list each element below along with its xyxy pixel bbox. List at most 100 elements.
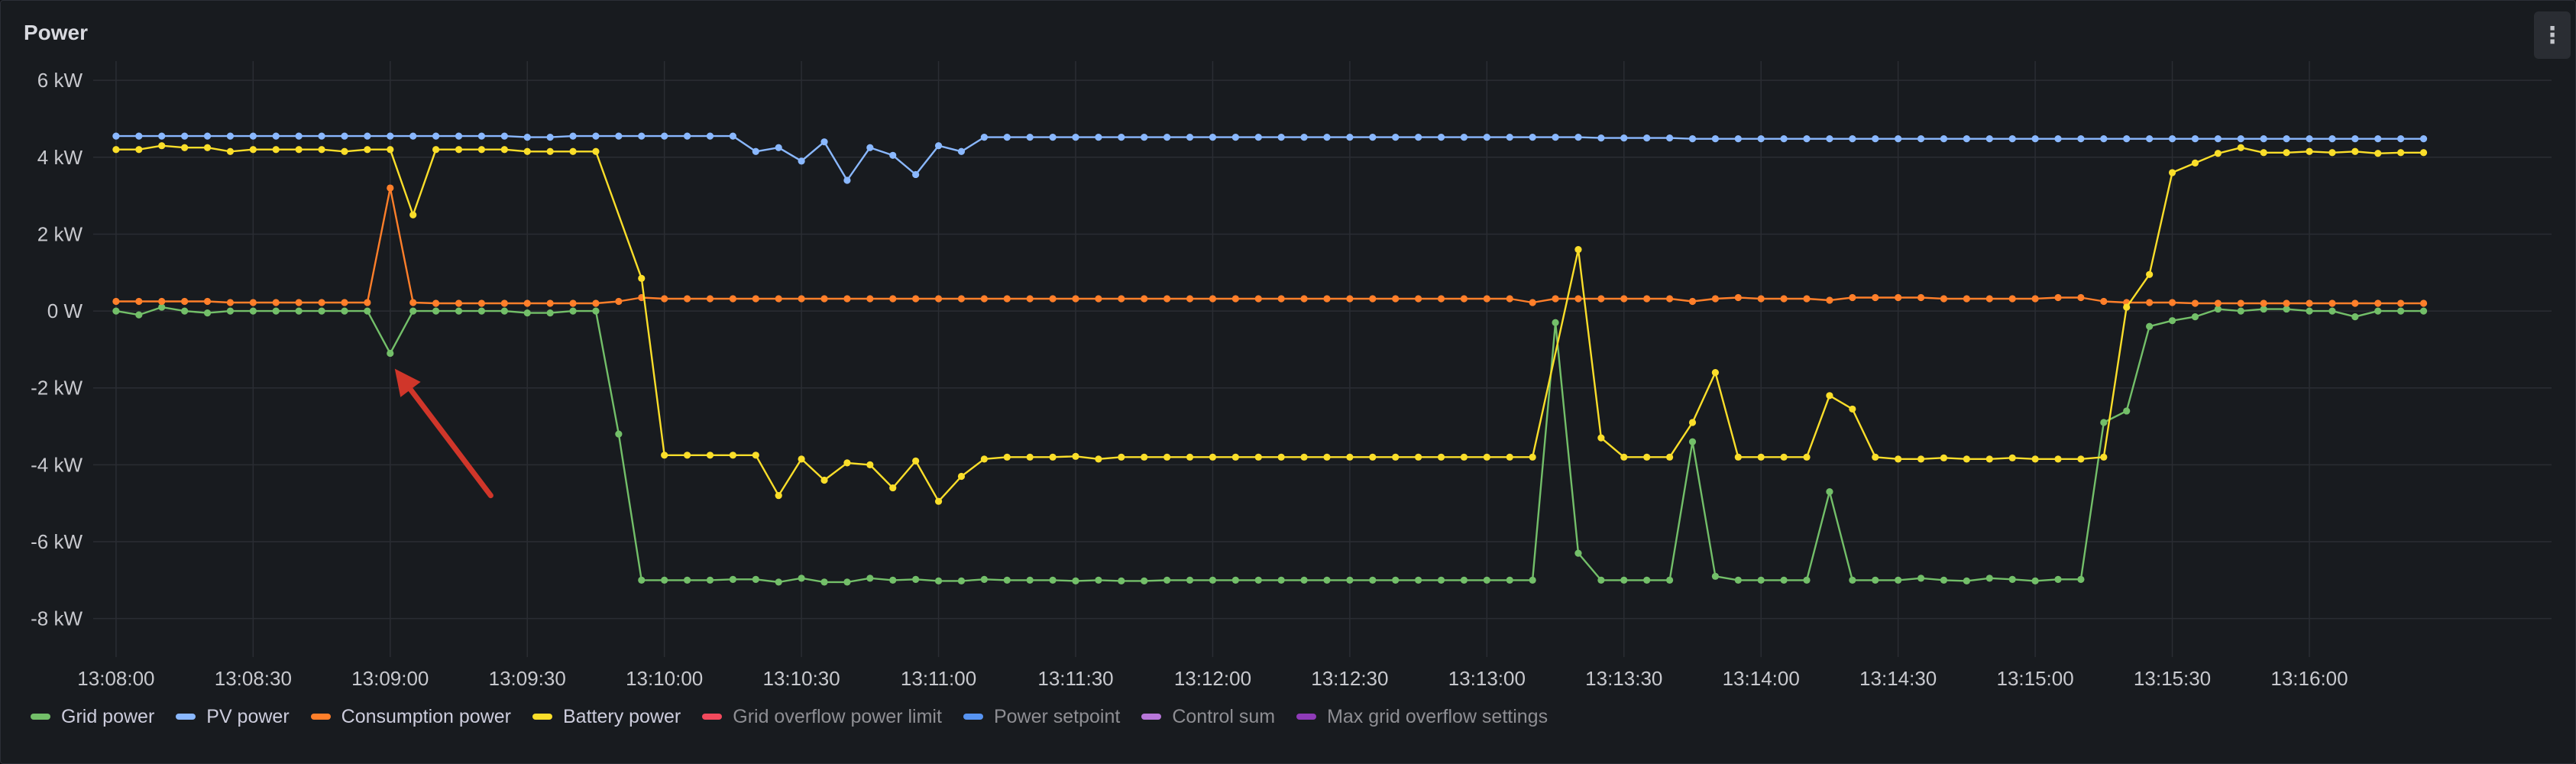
data-point-battery-power: [934, 497, 943, 505]
data-point-consumption-power: [1437, 295, 1445, 303]
data-point-pv-power: [1392, 134, 1400, 141]
data-point-battery-power: [1757, 453, 1765, 461]
y-tick-label: -4 kW: [31, 453, 83, 476]
y-axis-ticks: 6 kW 4 kW 2 kW 0 W -2 kW -4 kW -6 kW -8 kW: [31, 69, 83, 630]
data-point-grid-power: [980, 575, 988, 583]
data-point-consumption-power: [569, 299, 577, 307]
data-point-battery-power: [1529, 453, 1536, 461]
data-point-consumption-power: [477, 299, 486, 307]
data-point-battery-power: [1392, 453, 1400, 461]
data-point-battery-power: [592, 147, 600, 155]
data-point-battery-power: [226, 147, 235, 155]
data-point-pv-power: [1529, 134, 1536, 141]
data-point-consumption-power: [2054, 293, 2062, 302]
x-tick-label: 13:11:00: [901, 667, 976, 690]
data-point-pv-power: [569, 132, 577, 140]
data-point-consumption-power: [409, 299, 417, 306]
legend-swatch: [31, 714, 50, 720]
data-point-pv-power: [523, 134, 531, 141]
data-point-pv-power: [1803, 135, 1811, 143]
data-point-consumption-power: [1963, 295, 1970, 303]
data-point-battery-power: [1711, 369, 1720, 377]
data-point-battery-power: [523, 147, 531, 155]
data-point-battery-power: [569, 147, 577, 155]
legend-item-pv-power[interactable]: PV power: [176, 705, 290, 728]
data-point-grid-power: [1254, 576, 1262, 584]
data-point-battery-power: [1665, 453, 1674, 461]
data-point-grid-power: [615, 430, 623, 438]
data-point-grid-power: [1597, 576, 1605, 584]
data-point-consumption-power: [341, 299, 348, 306]
data-point-grid-power: [1415, 576, 1422, 584]
data-point-battery-power: [1437, 453, 1445, 461]
data-point-grid-power: [1620, 576, 1628, 584]
legend-item-battery-power[interactable]: Battery power: [532, 706, 681, 728]
legend-item-max-grid-overflow-settings[interactable]: Max grid overflow settings: [1296, 706, 1548, 728]
data-point-battery-power: [203, 144, 212, 151]
y-tick-label: 6 kW: [37, 69, 83, 92]
data-point-battery-power: [455, 146, 463, 154]
x-tick-label: 13:09:30: [489, 667, 566, 690]
data-point-pv-power: [2351, 135, 2359, 143]
legend-item-power-setpoint[interactable]: Power setpoint: [963, 706, 1120, 728]
data-point-pv-power: [2214, 135, 2222, 143]
data-point-grid-power: [2351, 313, 2359, 321]
data-point-grid-power: [158, 303, 166, 311]
data-point-battery-power: [2191, 159, 2199, 167]
data-point-consumption-power: [2306, 299, 2313, 307]
legend-item-grid-power[interactable]: Grid power: [31, 706, 154, 728]
data-point-grid-power: [1529, 576, 1536, 584]
legend-item-control-sum[interactable]: Control sum: [1141, 706, 1275, 728]
data-point-consumption-power: [249, 299, 257, 306]
legend-label: Consumption power: [341, 705, 511, 727]
data-point-grid-power: [2397, 307, 2405, 315]
data-point-pv-power: [1734, 135, 1742, 143]
data-point-consumption-power: [1803, 295, 1811, 303]
data-point-pv-power: [2260, 135, 2267, 143]
data-point-pv-power: [798, 157, 805, 165]
data-point-pv-power: [181, 132, 189, 140]
data-point-grid-power: [2306, 307, 2313, 315]
data-point-battery-power: [295, 146, 303, 154]
data-point-consumption-power: [1277, 295, 1285, 303]
data-point-pv-power: [500, 132, 508, 140]
data-point-grid-power: [934, 577, 943, 584]
legend-label: PV power: [206, 705, 290, 727]
data-point-pv-power: [203, 132, 212, 140]
data-point-battery-power: [843, 459, 851, 467]
x-tick-label: 13:08:30: [215, 667, 292, 690]
annotation-layer: [394, 368, 494, 499]
data-point-battery-power: [1186, 453, 1194, 461]
data-point-pv-power: [432, 132, 440, 140]
data-point-pv-power: [546, 134, 554, 141]
data-point-grid-power: [1574, 549, 1582, 557]
data-point-consumption-power: [2419, 299, 2428, 307]
data-point-consumption-power: [798, 295, 805, 303]
data-point-grid-power: [661, 576, 668, 584]
data-point-consumption-power: [615, 297, 623, 306]
data-point-pv-power: [1620, 134, 1628, 142]
data-point-pv-power: [455, 132, 463, 140]
series-line-pv-power: [115, 134, 2424, 182]
data-point-battery-power: [729, 452, 736, 459]
data-point-grid-power: [1665, 576, 1674, 584]
data-point-battery-power: [1872, 453, 1879, 461]
data-point-pv-power: [1026, 134, 1034, 141]
data-point-grid-power: [1118, 577, 1125, 584]
data-point-consumption-power: [2237, 299, 2244, 307]
data-point-pv-power: [2100, 135, 2108, 143]
data-point-battery-power: [752, 452, 759, 459]
data-point-pv-power: [2306, 135, 2313, 143]
data-point-pv-power: [2146, 135, 2154, 143]
legend-label: Power setpoint: [993, 705, 1121, 727]
x-tick-label: 13:15:30: [2134, 667, 2211, 690]
data-point-consumption-power: [1757, 295, 1765, 303]
data-point-grid-power: [2328, 307, 2336, 315]
panel-menu-button[interactable]: ⋮: [2534, 11, 2571, 59]
data-point-grid-power: [706, 576, 714, 584]
data-point-consumption-power: [980, 295, 988, 303]
legend-item-grid-overflow-power-limit[interactable]: Grid overflow power limit: [702, 706, 942, 728]
data-point-pv-power: [1506, 134, 1513, 141]
legend-item-consumption-power[interactable]: Consumption power: [310, 705, 511, 728]
